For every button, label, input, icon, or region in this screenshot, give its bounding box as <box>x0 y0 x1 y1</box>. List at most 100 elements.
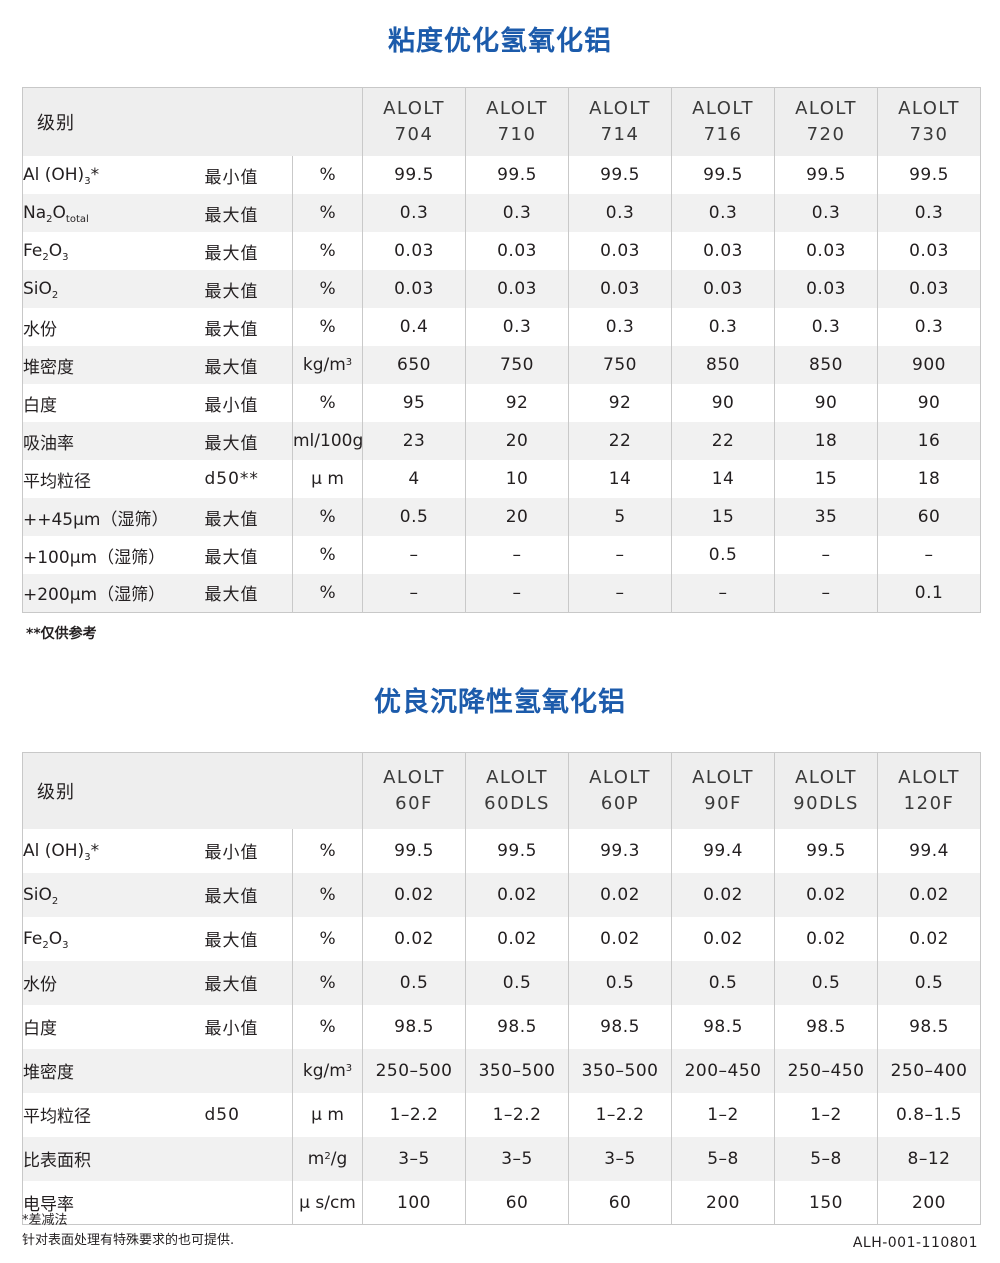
header-brand: ALOLT <box>486 766 548 788</box>
table-1-body: 级别 ALOLT 704 ALOLT 710 ALOLT 714 ALOLT 716 ALOLT 7… <box>22 87 981 613</box>
cell-value: 99.5 <box>362 156 466 195</box>
cell-value: 200–450 <box>671 1048 775 1093</box>
row-property-name: SiO2 <box>22 270 205 309</box>
cell-value: 0.03 <box>568 270 672 309</box>
cell-value: 0.03 <box>671 270 775 309</box>
cell-value: 850 <box>671 346 775 385</box>
row-spec-type: 最大值 <box>204 346 293 385</box>
cell-value: 200 <box>671 1180 775 1225</box>
cell-value: 250–500 <box>362 1048 466 1093</box>
cell-value: 98.5 <box>465 1004 569 1049</box>
cell-value: 0.5 <box>877 960 981 1005</box>
cell-value: 60 <box>568 1180 672 1225</box>
row-property-name: 比表面积 <box>22 1136 205 1181</box>
row-unit: % <box>291 194 363 233</box>
row-property-name: 白度 <box>23 1019 57 1040</box>
row-unit: % <box>291 498 363 537</box>
cell-value: 15 <box>671 498 775 537</box>
header-column-730: ALOLT 730 <box>877 87 981 157</box>
header-code: 90DLS <box>793 792 859 814</box>
cell-value: 8–12 <box>877 1136 981 1181</box>
table-row: Fe2O3 最大值% 0.03 0.03 0.03 0.03 0.03 0.03 <box>23 232 981 271</box>
cell-value: 0.03 <box>671 232 775 271</box>
row-property-name: 吸油率 <box>22 422 205 461</box>
row-spec-type: 最小值 <box>204 843 259 864</box>
header-brand: ALOLT <box>898 766 960 788</box>
row-property-name: 水份 <box>22 960 205 1005</box>
header-code: 716 <box>703 124 743 146</box>
header-column-710: ALOLT 710 <box>465 87 569 157</box>
page-title-viscosity-optimized: 粘度优化氢氧化铝 <box>388 26 612 58</box>
header-column-90f: ALOLT 90F <box>671 752 775 829</box>
cell-value: 5–8 <box>671 1136 775 1181</box>
header-brand: ALOLT <box>795 98 857 120</box>
row-spec-type: 最大值 <box>204 194 293 233</box>
row-unit: % <box>291 574 363 613</box>
header-code: 714 <box>600 124 640 146</box>
cell-value: 750 <box>568 346 672 385</box>
header-brand: ALOLT <box>589 98 651 120</box>
row-unit: m2/g <box>291 1136 363 1181</box>
table-row: 白度 最小值% 98.5 98.5 98.5 98.5 98.5 98.5 <box>23 1004 981 1049</box>
row-unit: % <box>291 916 363 961</box>
cell-value: 0.02 <box>774 916 878 961</box>
cell-value: 0.4 <box>362 308 466 347</box>
cell-value: 0.02 <box>568 872 672 917</box>
cell-value: 99.5 <box>465 828 569 873</box>
cell-value: 650 <box>362 346 466 385</box>
cell-value: 0.03 <box>465 270 569 309</box>
cell-value: – <box>362 536 466 575</box>
row-spec-type: 最大值 <box>204 960 293 1005</box>
row-unit: μ s/cm <box>291 1180 363 1225</box>
row-spec-type: 最小值 <box>204 167 259 188</box>
cell-value: 35 <box>774 498 878 537</box>
cell-value: – <box>568 536 672 575</box>
cell-value: 98.5 <box>568 1004 672 1049</box>
cell-value: 99.5 <box>774 156 878 195</box>
row-spec-type: d50** <box>204 469 259 490</box>
cell-value: 0.02 <box>465 872 569 917</box>
spec-sheet-page: 粘度优化氢氧化铝 级别 ALOLT 704 ALOLT 710 ALOLT 714 ALOLT… <box>0 18 1000 1263</box>
row-property-name: 堆密度 <box>22 1048 205 1093</box>
cell-value: 98.5 <box>877 1004 981 1049</box>
cell-value: 14 <box>671 460 775 499</box>
cell-value: 1–2 <box>774 1092 878 1137</box>
header-code: 60P <box>600 792 640 814</box>
cell-value: 0.02 <box>774 872 878 917</box>
row-spec-type <box>204 1136 293 1181</box>
cell-value: 99.5 <box>671 156 775 195</box>
cell-value: 0.02 <box>362 916 466 961</box>
row-unit: % <box>291 960 363 1005</box>
cell-value: 3–5 <box>465 1136 569 1181</box>
cell-value: 4 <box>362 460 466 499</box>
header-column-60f: ALOLT 60F <box>362 752 466 829</box>
table-row: 吸油率 最大值 ml/100g 23 20 22 22 18 16 <box>22 422 981 461</box>
table-row: 水份 最大值% 0.4 0.3 0.3 0.3 0.3 0.3 <box>23 308 981 347</box>
cell-value: 0.8–1.5 <box>877 1092 981 1137</box>
footer-notes: *差减法 针对表面处理有特殊要求的也可提供. <box>22 1211 234 1251</box>
cell-value: 0.3 <box>465 194 569 233</box>
header-code: 710 <box>497 124 537 146</box>
row-property-name: +100μm（湿筛） <box>23 547 166 568</box>
header-brand: ALOLT <box>692 98 754 120</box>
cell-value: 0.02 <box>568 916 672 961</box>
header-code: 60F <box>395 792 433 814</box>
cell-value: 0.02 <box>671 916 775 961</box>
table-row: 电导率 μ s/cm 100 60 60 200 150 200 <box>23 1180 981 1225</box>
cell-value: 0.3 <box>568 194 672 233</box>
cell-value: 0.3 <box>465 308 569 347</box>
cell-value: 0.03 <box>465 232 569 271</box>
row-spec-type: d50 <box>204 1104 240 1125</box>
row-unit: % <box>291 156 363 195</box>
footnote-reference-only: **仅供参考 <box>26 625 97 642</box>
table-header-row: 级别 ALOLT 60F ALOLT 60DLS ALOLT 60P ALOLT 90F ALOL… <box>22 752 981 829</box>
header-brand: ALOLT <box>795 766 857 788</box>
table-row: ++45μm（湿筛） 最大值% 0.5 20 5 15 35 60 <box>22 498 981 537</box>
table-row: Al (OH)3* 最小值% 99.5 99.5 99.5 99.5 99.5 99.5 <box>23 156 981 195</box>
table-row: 堆密度 kg/m3 250–500 350–500 350–500 200–450 250–… <box>22 1048 981 1093</box>
cell-value: 3–5 <box>362 1136 466 1181</box>
row-spec-type: 最大值 <box>204 243 259 264</box>
cell-value: 16 <box>877 422 981 461</box>
cell-value: 99.5 <box>362 828 466 873</box>
table-row: 平均粒径 d50** μ m 4 10 14 14 15 18 <box>23 460 981 499</box>
